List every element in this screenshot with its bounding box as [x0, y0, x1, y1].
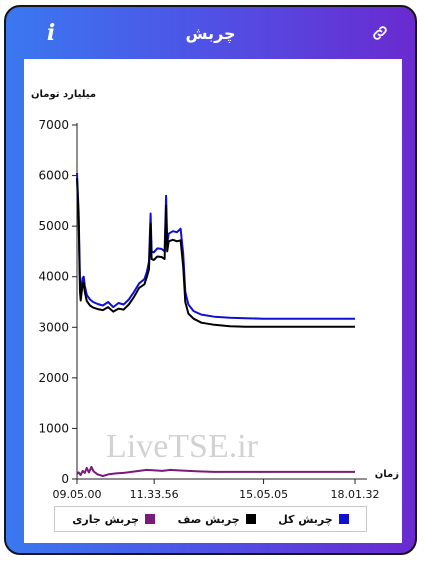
- x-tick-label: 11.33.56: [130, 488, 179, 501]
- x-tick-label: 09.05.00: [53, 488, 102, 501]
- series-line-1: [76, 172, 355, 320]
- chart-panel: میلیارد تومان زمان LiveTSE.ir 0 1000 2000 3…: [24, 59, 402, 543]
- y-tick-label: 2000: [38, 371, 69, 385]
- x-axis-title: زمان: [375, 469, 399, 480]
- y-tick-label: 6000: [38, 169, 69, 183]
- legend-item-queue[interactable]: چربش صف: [178, 513, 256, 526]
- y-tick-label: 3000: [38, 320, 69, 334]
- legend-label: چربش کل: [278, 512, 333, 526]
- legend-item-total[interactable]: چربش کل: [278, 513, 349, 526]
- legend-label: چربش صف: [177, 512, 240, 526]
- legend-swatch: [245, 514, 256, 524]
- chart-legend: چربش جاری چربش صف چربش کل: [54, 506, 367, 532]
- y-axis-title: میلیارد تومان: [31, 89, 96, 100]
- chart-card: i چربش میلیارد تومان زمان LiveTSE.ir 0 10…: [4, 5, 417, 555]
- legend-label: چربش جاری: [72, 512, 140, 526]
- link-icon[interactable]: [371, 24, 389, 42]
- x-tick-label: 18.01.32: [331, 488, 380, 501]
- y-tick-label: 0: [61, 472, 69, 486]
- x-tick-label: 15.05.05: [239, 488, 288, 501]
- legend-swatch: [338, 514, 349, 524]
- y-tick-label: 4000: [38, 270, 69, 284]
- series-line-3: [76, 465, 355, 477]
- y-tick-label: 1000: [38, 421, 69, 435]
- legend-item-current[interactable]: چربش جاری: [72, 512, 156, 526]
- y-tick-label: 7000: [38, 118, 69, 132]
- series-line-2: [76, 178, 355, 328]
- card-header: i چربش: [6, 7, 415, 59]
- info-icon[interactable]: i: [46, 20, 56, 46]
- chart-title: چربش: [185, 23, 236, 43]
- watermark-text: LiveTSE.ir: [106, 428, 259, 465]
- legend-swatch: [145, 514, 156, 524]
- y-tick-label: 5000: [38, 219, 69, 233]
- line-chart: میلیارد تومان زمان LiveTSE.ir 0 1000 2000 3…: [31, 89, 399, 501]
